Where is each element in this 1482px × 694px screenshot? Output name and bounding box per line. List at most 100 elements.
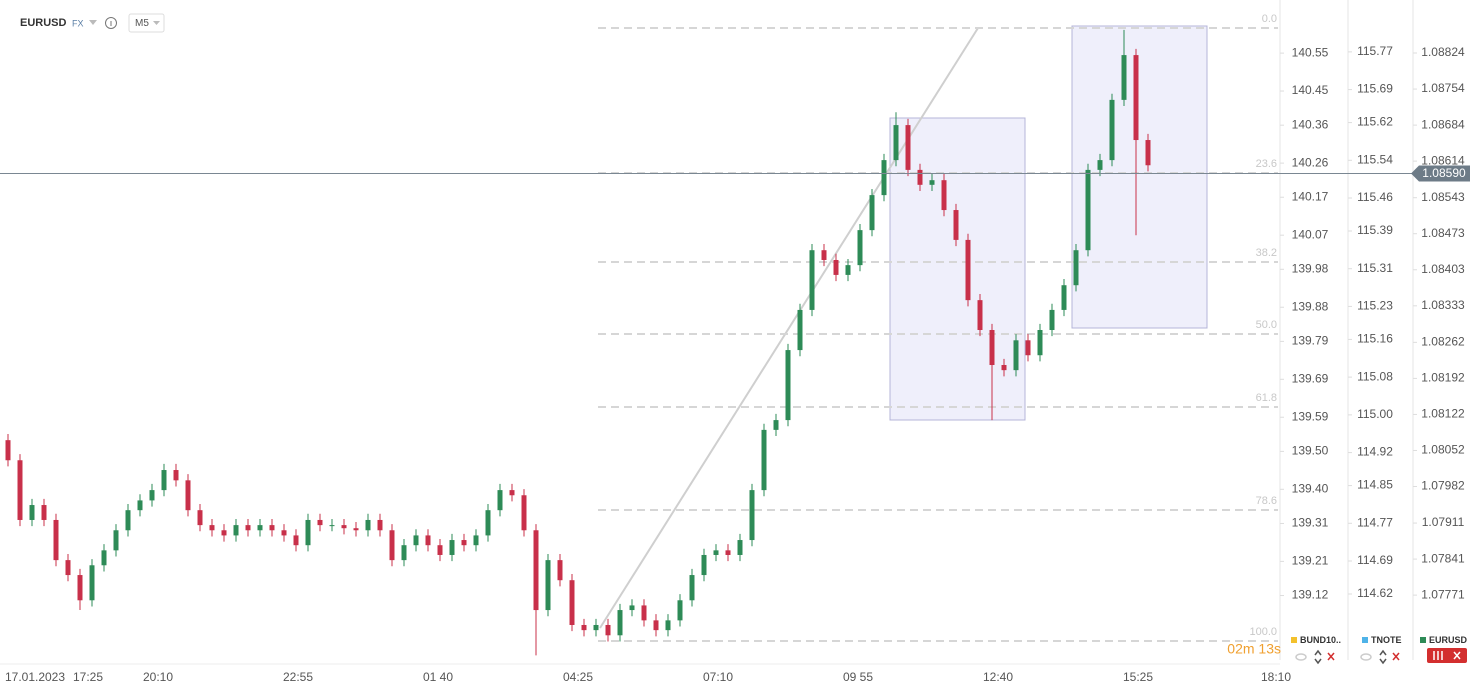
- y-tick-label: 139.69: [1292, 371, 1329, 385]
- fib-label: 38.2: [1256, 247, 1277, 259]
- y-tick-label: 115.16: [1357, 332, 1393, 346]
- candle-body: [125, 510, 131, 531]
- candle-body: [473, 535, 479, 546]
- candle-body: [1001, 365, 1007, 371]
- candle-body: [1097, 160, 1103, 170]
- candle-body: [713, 550, 719, 555]
- y-tick-label: 1.08262: [1421, 335, 1465, 349]
- countdown: 02m 13s: [1227, 641, 1281, 657]
- legend-label[interactable]: EURUSD: [1429, 635, 1468, 645]
- candle-body: [293, 535, 299, 546]
- fib-label: 78.6: [1256, 495, 1277, 507]
- fib-label: 50.0: [1256, 319, 1277, 331]
- candle-body: [1061, 285, 1067, 310]
- dropdown-arrow[interactable]: [89, 20, 97, 25]
- x-tick-label: 07:10: [703, 670, 733, 684]
- candle-body: [1037, 330, 1043, 356]
- candle-body: [65, 560, 71, 576]
- y-tick-label: 1.07982: [1421, 479, 1465, 493]
- timeframe-box[interactable]: [128, 13, 165, 33]
- candle-body: [1013, 340, 1019, 371]
- y-tick-label: 1.07911: [1422, 515, 1465, 529]
- range-box: [1071, 25, 1208, 329]
- settings-icon[interactable]: [1433, 651, 1443, 660]
- candle-body: [185, 480, 191, 511]
- candle-body: [617, 610, 623, 636]
- candle-body: [17, 460, 23, 520]
- x-tick-label: 15:25: [1123, 670, 1153, 684]
- candle-body: [113, 530, 119, 551]
- visibility-icon[interactable]: [1295, 653, 1307, 661]
- remove-icon[interactable]: [1392, 652, 1400, 661]
- y-tick-label: 139.98: [1292, 261, 1329, 275]
- candle-body: [809, 250, 815, 310]
- candle-body: [209, 525, 215, 531]
- candle-body: [1073, 250, 1079, 286]
- candle-body: [593, 624, 599, 631]
- visibility-icon[interactable]: [1360, 653, 1372, 661]
- candle-body: [521, 495, 527, 531]
- candle-body: [485, 510, 491, 536]
- candle-body: [869, 195, 875, 231]
- y-tick-label: 115.62: [1357, 115, 1393, 129]
- candle-body: [1121, 55, 1127, 100]
- y-tick-label: 1.07841: [1421, 551, 1465, 565]
- plot: 0.0 23.6 38.2 50.0 61.8 78.6 100.0 140.55 140.45…: [0, 13, 1470, 684]
- candle-body: [1133, 55, 1139, 141]
- candle-body: [773, 420, 779, 430]
- legend-controls: [1295, 648, 1467, 665]
- candle-body: [77, 575, 83, 601]
- y-tick-label: 1.08473: [1421, 226, 1465, 240]
- timeframe[interactable]: M5: [135, 18, 149, 29]
- y-tick-label: 139.12: [1292, 588, 1329, 602]
- y-tick-label: 140.17: [1292, 189, 1329, 203]
- order-icon[interactable]: [1314, 649, 1322, 665]
- candle-body: [881, 160, 887, 196]
- candle-body: [689, 575, 695, 601]
- candle-body: [629, 605, 635, 611]
- x-tick-label: 17:25: [73, 670, 103, 684]
- dropdown-arrow: [153, 21, 160, 25]
- info-icon[interactable]: [105, 17, 117, 29]
- legend-swatch: [1362, 637, 1368, 643]
- y-tick-label: 139.88: [1292, 299, 1329, 313]
- legend-label[interactable]: TNOTE: [1371, 635, 1402, 645]
- candle-body: [749, 490, 755, 541]
- candle-body: [41, 505, 47, 520]
- candle-body: [725, 550, 731, 555]
- candle-body: [317, 519, 323, 526]
- candle-body: [1025, 340, 1031, 356]
- legend-swatch: [1291, 637, 1297, 643]
- candle-body: [341, 525, 347, 529]
- candle-body: [761, 429, 767, 491]
- candle-body: [497, 490, 503, 511]
- candle-body: [1085, 169, 1091, 251]
- candle-body: [737, 540, 743, 555]
- symbol[interactable]: EURUSD: [20, 17, 67, 29]
- legend-label[interactable]: BUND10..: [1300, 635, 1341, 645]
- x-tick-label: 04:25: [563, 670, 593, 684]
- candle-body: [401, 545, 407, 561]
- remove-icon[interactable]: [1327, 652, 1335, 661]
- remove-icon[interactable]: [1453, 651, 1461, 660]
- y-tick-label: 115.23: [1357, 299, 1393, 313]
- candle-body: [833, 259, 839, 275]
- candle-body: [413, 535, 419, 546]
- order-icon[interactable]: [1379, 649, 1387, 665]
- y-tick-label: 139.40: [1292, 481, 1329, 495]
- candle-body: [785, 350, 791, 421]
- candle-body: [5, 440, 11, 461]
- candle-body: [245, 525, 251, 531]
- y-tick-label: 1.08333: [1421, 298, 1465, 312]
- y-tick-label: 139.79: [1292, 334, 1329, 348]
- series-controls[interactable]: [1427, 648, 1467, 663]
- trend-line: [599, 27, 979, 629]
- candle-body: [665, 620, 671, 631]
- y-tick-label: 115.69: [1357, 82, 1393, 96]
- fib-label: 100.0: [1249, 626, 1277, 638]
- candle-body: [437, 545, 443, 555]
- candle-body: [1109, 99, 1115, 161]
- y-tick-label: 1.08754: [1421, 81, 1465, 95]
- legend-swatch: [1420, 637, 1426, 643]
- candle-body: [857, 230, 863, 266]
